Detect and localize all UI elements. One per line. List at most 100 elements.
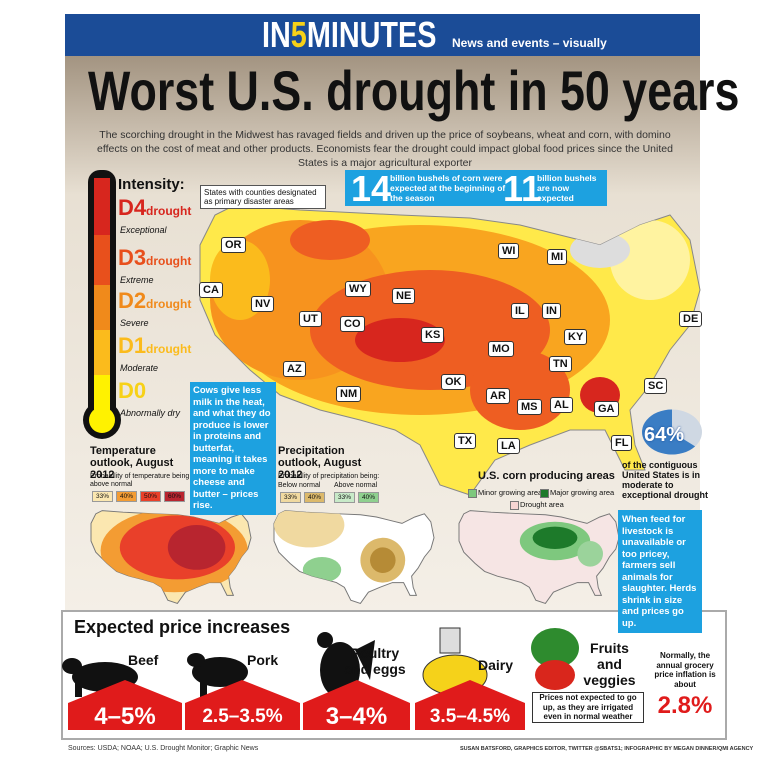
corn-legend-label: Major growing area [550,488,615,497]
price-name: Dairy [478,657,514,673]
scale-chip: 60% [164,491,186,502]
state-label: KS [421,327,445,343]
state-label: IL [511,303,529,319]
credits: SUSAN BATSFORD, GRAPHICS EDITOR, TWITTER… [460,746,754,752]
price-arrows [68,680,525,730]
corn-legend-label: Drought area [520,500,564,509]
normal-value: 2.8% [657,692,713,719]
drought-share-label: 64% [644,424,685,446]
legend-desc: Extreme [120,275,154,285]
state-label: FL [611,435,633,451]
legend-desc: Abnormally dry [120,408,181,418]
scale-chip: 33% [280,492,302,503]
price-name: Beef [128,652,159,668]
state-label: LA [497,438,520,454]
thermometer [83,170,121,439]
scale-chip: 33% [334,492,356,503]
state-label: UT [299,311,322,327]
state-label: MS [517,399,542,415]
legend-desc: Severe [120,318,149,328]
state-label: WI [498,243,520,259]
state-label: AL [550,397,573,413]
state-label: OR [221,237,246,253]
fruits-name: Fruits and veggies [583,640,636,688]
precip-above: Above normal [334,482,378,489]
legend-label: drought [146,204,192,218]
drought-map [199,204,701,496]
legend-code: D3 [118,245,147,270]
state-label: CO [340,316,365,332]
corn-now-text: billion bushels are now expected [537,173,597,203]
corn-legend-label: Minor growing area [478,488,543,497]
price-range: 3.5–4.5% [429,706,511,727]
corn-before-number: 14 [351,168,392,209]
legend-code: D1 [118,333,147,358]
tagline: News and events – visually [452,36,607,50]
temp-scale: 33% 40% 50% 60% [92,491,186,502]
state-label: AZ [283,361,306,377]
intro: The scorching drought in the Midwest has… [97,129,673,169]
precip-above-scale: 33% 40% [334,492,380,503]
corn-forecast: 14 billion bushels of corn were expected… [345,168,607,209]
price-range: 3–4% [325,703,388,730]
state-label: SC [644,378,668,394]
state-label: TN [549,356,572,372]
scale-chip: 33% [92,491,114,502]
corn-swatch [468,489,477,498]
price-range: 4–5% [94,703,156,730]
precip-below-scale: 33% 40% [280,492,326,503]
state-label: NM [336,386,362,402]
title: Worst U.S. drought in 50 years [88,59,740,122]
scale-chip: 50% [140,491,162,502]
legend-code: D0 [118,378,147,403]
brand-minutes: MINUTES [306,14,437,55]
temperature-map [90,510,252,604]
brand-in: IN [262,14,291,55]
legend-label: drought [146,342,192,356]
state-label: OK [441,374,466,390]
drought-pie [642,409,702,455]
state-label: NE [392,288,416,304]
legend-desc: Moderate [120,363,159,373]
map-note: States with counties designated as prima… [200,185,326,209]
brand: IN5MINUTES [262,14,436,56]
temp-title: Temperature outlook, August 2012 [90,445,174,481]
legend-label: drought [146,297,192,311]
precip-title: Precipitation outlook, August 2012 [278,445,362,481]
precip-below: Below normal [278,482,321,489]
state-label: TX [454,433,477,449]
precipitation-map [273,510,435,604]
price-name: Poultry and eggs [344,645,406,677]
scale-chip: 40% [358,492,380,503]
price-range: 2.5–3.5% [202,706,283,727]
normal-text: Normally, the annual grocery price infla… [654,651,716,689]
fruits-note: Prices not expected to go up, as they ar… [532,692,644,723]
scale-chip: 40% [304,492,326,503]
state-label: WY [345,281,371,297]
corn-swatch [540,489,549,498]
drought-share-text: of the contiguous United States is in mo… [622,460,709,500]
feed-note: When feed for livestock is unavailable o… [618,510,702,633]
scale-chip: 40% [116,491,138,502]
state-label: DE [679,311,703,327]
corn-title: U.S. corn producing areas [478,470,615,482]
corn-map [458,510,620,604]
sources: Sources: USDA; NOAA; U.S. Drought Monito… [68,745,259,752]
state-label: MO [488,341,514,357]
state-label: MI [547,249,568,265]
cows-note: Cows give less milk in the heat, and wha… [190,382,276,515]
state-label: GA [594,401,619,417]
food-icons [62,627,579,698]
header-bar [65,14,700,56]
legend-label: drought [146,254,192,268]
legend-code: D2 [118,288,147,313]
precip-subtitle: Probability of precipitation being: [278,473,380,480]
state-label: NV [251,296,275,312]
state-label: CA [199,282,223,298]
corn-now-number: 11 [503,168,542,209]
pie-wedge [642,409,696,455]
corn-swatch [510,501,519,510]
corn-before-text: billion bushels of corn were expected at… [390,173,506,203]
